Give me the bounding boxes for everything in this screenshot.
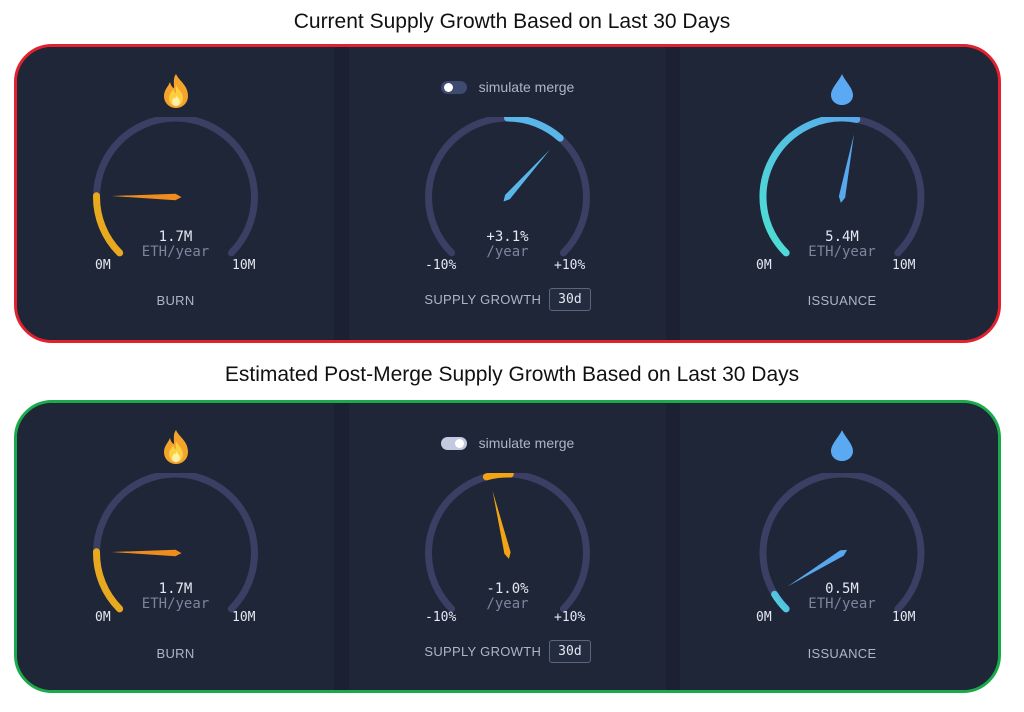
post-merge-supply-frame: 1.7M ETH/year 0M 10M BURN simulate merge… [14,400,1001,693]
issuance-label: ISSUANCE [807,646,877,661]
simulate-merge-label: simulate merge [478,79,575,95]
issuance-min-label: 0M [756,258,772,273]
supply-gauge-fill [504,117,564,142]
issuance-gauge-fill [759,117,861,257]
burn-gauge-needle [111,549,182,557]
burn-gauge-needle [111,193,182,201]
section-title-current: Current Supply Growth Based on Last 30 D… [293,10,731,33]
supply-growth-label: SUPPLY GROWTH [424,644,542,659]
burn-unit: ETH/year [141,244,210,260]
burn-gauge-fill [93,192,124,257]
supply-min-label: -10% [425,258,457,273]
supply-growth-panel: simulate merge +3.1% /year -10% +10% SUP… [349,47,666,340]
burn-value: 1.7M [158,229,193,245]
burn-max-label: 10M [232,258,256,273]
issuance-max-label: 10M [892,610,916,625]
simulate-merge-toggle[interactable] [440,80,467,94]
supply-growth-gauge [425,473,590,613]
section-title-post-merge: Estimated Post-Merge Supply Growth Based… [224,363,800,386]
burn-min-label: 0M [95,610,111,625]
issuance-value: 5.4M [825,229,859,245]
issuance-panel: 5.4M ETH/year 0M 10M ISSUANCE [680,47,998,340]
supply-growth-unit: /year [486,244,529,260]
issuance-gauge-fill [771,590,790,613]
simulate-merge-toggle[interactable] [440,436,467,450]
issuance-unit: ETH/year [808,596,876,612]
period-30d-button[interactable]: 30d [549,288,591,311]
burn-panel: 1.7M ETH/year 0M 10M BURN [17,47,334,340]
issuance-max-label: 10M [892,258,916,273]
issuance-gauge-needle [787,549,848,587]
issuance-gauge [759,117,925,257]
burn-value: 1.7M [158,581,193,597]
burn-gauge-fill [93,548,124,613]
burn-min-label: 0M [95,258,111,273]
burn-panel: 1.7M ETH/year 0M 10M BURN [17,403,334,690]
burn-label: BURN [156,646,195,661]
supply-gauge-fill [482,473,514,481]
burn-label: BURN [156,293,195,308]
simulate-merge-label: simulate merge [478,435,575,451]
supply-growth-label: SUPPLY GROWTH [424,292,542,307]
burn-gauge [93,117,258,257]
issuance-gauge [759,473,925,613]
supply-growth-value: -1.0% [486,581,529,597]
period-30d-button[interactable]: 30d [549,640,591,663]
issuance-gauge-needle [838,134,854,203]
burn-unit: ETH/year [141,596,210,612]
supply-max-label: +10% [554,610,586,625]
current-supply-frame: 1.7M ETH/year 0M 10M BURN simulate merge… [14,44,1001,343]
supply-max-label: +10% [554,258,586,273]
issuance-min-label: 0M [756,610,772,625]
droplet-icon [680,428,998,462]
issuance-unit: ETH/year [808,244,876,260]
supply-growth-gauge [425,117,590,257]
supply-growth-unit: /year [486,596,529,612]
droplet-icon [680,72,998,106]
supply-growth-value: +3.1% [486,229,529,245]
burn-max-label: 10M [232,610,256,625]
burn-gauge [93,473,258,613]
issuance-gauge-track [759,473,925,613]
issuance-value: 0.5M [825,581,859,597]
supply-min-label: -10% [425,610,457,625]
fire-icon [17,428,334,466]
issuance-panel: 0.5M ETH/year 0M 10M ISSUANCE [680,403,998,690]
supply-gauge-needle [503,149,551,202]
supply-growth-panel: simulate merge -1.0% /year -10% +10% SUP… [349,403,666,690]
fire-icon [17,72,334,110]
issuance-label: ISSUANCE [807,293,877,308]
supply-gauge-needle [492,490,511,559]
